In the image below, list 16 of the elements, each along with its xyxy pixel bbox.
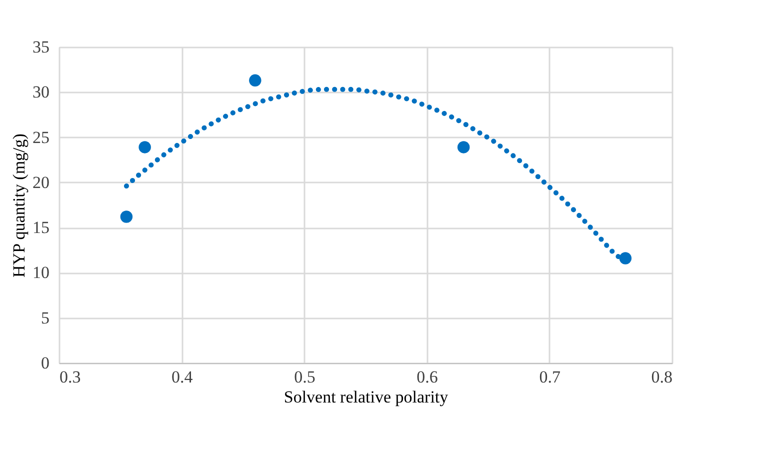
- x-tick-label: 0.3: [60, 368, 81, 386]
- x-tick-label: 0.7: [539, 368, 562, 386]
- y-tick-label: 10: [32, 263, 50, 282]
- y-tick-label: 20: [32, 172, 50, 192]
- x-tick-label: 0.5: [294, 368, 316, 386]
- x-tick-label: 0.4: [171, 368, 194, 386]
- y-tick-label: 5: [41, 308, 50, 328]
- y-tick-label: 35: [32, 38, 50, 56]
- x-tick-label: 0.8: [651, 368, 672, 386]
- y-axis-title: HYP quantity (mg/g): [10, 134, 28, 278]
- y-tick-label: 25: [32, 128, 50, 147]
- x-axis-title: Solvent relative polarity: [284, 388, 449, 406]
- y-tick-label: 30: [32, 82, 50, 102]
- x-tick-label: 0.6: [416, 368, 438, 386]
- y-tick-label: 15: [32, 218, 50, 238]
- y-tick-label: 0: [41, 354, 50, 372]
